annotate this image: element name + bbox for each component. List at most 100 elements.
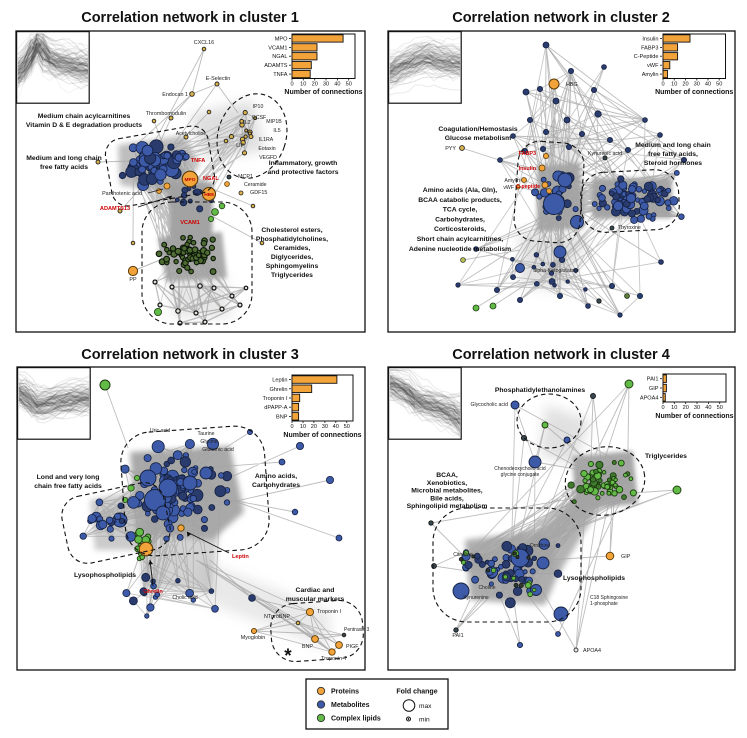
svg-text:Corticosteroids,: Corticosteroids, [434, 226, 486, 233]
svg-text:0: 0 [290, 82, 293, 88]
svg-text:IL5: IL5 [273, 128, 280, 134]
svg-text:40: 40 [705, 405, 711, 411]
svg-text:10: 10 [671, 405, 677, 411]
svg-text:BNP: BNP [276, 414, 288, 420]
svg-text:Number of connections: Number of connections [283, 432, 361, 439]
svg-text:*: * [284, 646, 292, 667]
svg-text:Medium chain acylcarnitines: Medium chain acylcarnitines [38, 113, 131, 120]
svg-text:20: 20 [683, 405, 689, 411]
svg-text:Insulin: Insulin [519, 166, 536, 172]
svg-text:FABP3: FABP3 [641, 45, 658, 51]
svg-text:Medium and long chain: Medium and long chain [26, 155, 102, 162]
svg-text:Metabolites: Metabolites [331, 702, 370, 709]
svg-text:Number of connections: Number of connections [284, 89, 362, 96]
svg-text:0: 0 [290, 424, 293, 430]
svg-text:Pentraxin 3: Pentraxin 3 [344, 627, 370, 633]
svg-text:Ceramides,: Ceramides, [274, 245, 311, 252]
svg-text:0: 0 [661, 82, 664, 88]
svg-text:Amylin: Amylin [642, 72, 659, 78]
svg-text:LIF: LIF [236, 143, 244, 149]
svg-text:Coagulation/Hemostasis: Coagulation/Hemostasis [438, 126, 518, 133]
svg-text:NTproBNP: NTproBNP [264, 614, 290, 620]
svg-text:Insulin: Insulin [642, 37, 658, 43]
svg-text:VCAM1: VCAM1 [180, 220, 200, 226]
svg-text:Vitamin D & E degradation prod: Vitamin D & E degradation products [26, 122, 142, 129]
svg-text:Glycine: Glycine [200, 439, 217, 445]
svg-text:Sphingolipid metabolism: Sphingolipid metabolism [407, 503, 488, 510]
svg-text:BCAA catabolic products,: BCAA catabolic products, [418, 197, 502, 204]
svg-text:min: min [419, 717, 430, 724]
svg-text:E-Selectin: E-Selectin [206, 76, 231, 82]
svg-text:chain free fatty acids: chain free fatty acids [34, 483, 102, 490]
svg-text:free fatty acids,: free fatty acids, [648, 151, 698, 158]
svg-text:Cardiac and: Cardiac and [296, 587, 335, 594]
svg-text:50: 50 [344, 424, 350, 430]
svg-text:and protective factors: and protective factors [267, 169, 338, 176]
svg-text:Phosphatidylethanolamines: Phosphatidylethanolamines [495, 387, 585, 394]
svg-text:TNFA: TNFA [273, 72, 288, 78]
svg-text:40: 40 [333, 424, 339, 430]
svg-text:30: 30 [323, 82, 329, 88]
svg-text:MCP1: MCP1 [238, 174, 253, 180]
svg-text:Lysophospholipids: Lysophospholipids [74, 572, 136, 579]
svg-text:IL2: IL2 [243, 120, 250, 126]
svg-text:Cholesterol esters,: Cholesterol esters, [261, 227, 322, 234]
svg-text:Glucose metabolism: Glucose metabolism [445, 135, 511, 142]
svg-text:1-phosphate: 1-phosphate [590, 601, 618, 607]
svg-text:APOA4: APOA4 [583, 648, 601, 654]
svg-text:Amylin: Amylin [504, 178, 520, 184]
svg-text:Number of connections: Number of connections [655, 413, 733, 420]
svg-text:Leptin: Leptin [232, 554, 249, 560]
svg-text:NGAL: NGAL [203, 176, 219, 182]
svg-text:TNFA: TNFA [191, 158, 206, 164]
svg-text:Sphingomyelins: Sphingomyelins [266, 263, 319, 270]
svg-text:30: 30 [322, 424, 328, 430]
svg-text:CXCL16: CXCL16 [194, 40, 214, 46]
svg-text:vWF: vWF [647, 63, 659, 69]
svg-text:ADAMTS: ADAMTS [264, 63, 288, 69]
svg-text:Amino acids (Ala, Gln),: Amino acids (Ala, Gln), [423, 187, 498, 194]
svg-text:Troponin I: Troponin I [263, 396, 288, 402]
svg-text:Glutamic acid: Glutamic acid [202, 447, 234, 453]
svg-text:muscular markers: muscular markers [286, 596, 345, 603]
svg-text:GIP: GIP [621, 554, 631, 560]
svg-text:NGAL: NGAL [272, 54, 287, 60]
svg-text:Glycocholic acid: Glycocholic acid [471, 402, 509, 408]
svg-text:Thyroxine: Thyroxine [618, 225, 641, 231]
svg-text:GCSF: GCSF [252, 115, 266, 121]
svg-text:FABP3: FABP3 [519, 151, 536, 157]
svg-text:Correlation network in cluster: Correlation network in cluster 2 [452, 10, 670, 26]
svg-text:Number of connections: Number of connections [655, 89, 733, 96]
svg-text:Lond and very long: Lond and very long [37, 474, 100, 481]
svg-text:50: 50 [716, 82, 722, 88]
svg-text:Medium and long chain: Medium and long chain [635, 142, 711, 149]
svg-text:BCAA,: BCAA, [436, 472, 458, 479]
svg-text:HBG: HBG [566, 82, 578, 88]
svg-text:HB8: HB8 [204, 192, 214, 198]
svg-text:Citrulline: Citrulline [453, 552, 473, 558]
svg-text:Microbial metabolites,: Microbial metabolites, [411, 488, 482, 495]
svg-text:C18 Sphingosine: C18 Sphingosine [590, 595, 628, 601]
svg-text:MPO: MPO [275, 37, 288, 43]
svg-text:Correlation network in cluster: Correlation network in cluster 4 [452, 347, 670, 363]
svg-text:VEGFD: VEGFD [259, 155, 277, 161]
svg-text:Amino acids,: Amino acids, [255, 473, 297, 480]
svg-text:IL1RA: IL1RA [259, 137, 274, 143]
svg-text:0: 0 [661, 405, 664, 411]
svg-text:20: 20 [682, 82, 688, 88]
svg-text:10: 10 [300, 82, 306, 88]
svg-text:APOA4: APOA4 [640, 395, 659, 401]
svg-text:vWF: vWF [503, 185, 514, 191]
svg-text:PYY: PYY [445, 146, 456, 152]
svg-text:10: 10 [671, 82, 677, 88]
svg-text:Adenine nucleotide metabolism: Adenine nucleotide metabolism [409, 246, 511, 253]
svg-text:glycine conjugate: glycine conjugate [501, 472, 540, 478]
svg-text:MIP1B: MIP1B [266, 119, 282, 125]
svg-text:C-peptide: C-peptide [516, 184, 540, 190]
svg-text:Thrombomodulin: Thrombomodulin [146, 111, 186, 117]
svg-text:Eotaxin: Eotaxin [258, 146, 275, 152]
svg-text:Panthotenic acid: Panthotenic acid [102, 191, 142, 197]
svg-text:MPO: MPO [185, 177, 196, 183]
svg-text:Xenobiotics,: Xenobiotics, [427, 480, 468, 487]
svg-text:Phosphatidylcholines,: Phosphatidylcholines, [256, 236, 328, 243]
